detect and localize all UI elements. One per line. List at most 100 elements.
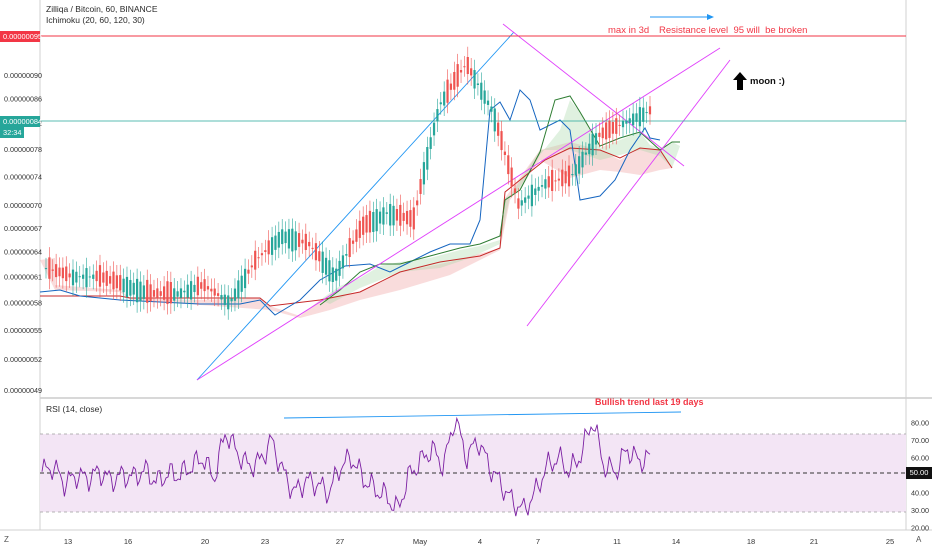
candle-body [483, 90, 486, 104]
time-tick-label: 18 [747, 537, 755, 546]
candle-body [173, 288, 176, 301]
candle-body [470, 68, 473, 76]
time-axis-labels: 13 16 20 23 27 May 4 7 11 14 18 21 25 [64, 537, 894, 546]
price-tick-label: 0.00000052 [4, 355, 42, 364]
candle-body [378, 211, 382, 224]
candle-body [591, 133, 594, 156]
candle-body [547, 176, 550, 188]
price-pane[interactable] [40, 0, 906, 397]
candle-body [210, 288, 213, 292]
candle-body [402, 212, 405, 221]
candle-body [95, 270, 98, 282]
candle-body [419, 179, 422, 194]
resistance-annotation[interactable]: Resistance level 95 will be broken [659, 25, 808, 36]
candle-body [449, 83, 453, 90]
candle-body [335, 268, 338, 281]
candle-body [544, 179, 547, 189]
candles [44, 46, 652, 320]
candle-body [392, 205, 395, 226]
candle-body [92, 274, 95, 279]
candle-body [345, 254, 348, 256]
candle-body [625, 120, 628, 124]
candle-body [264, 250, 267, 252]
candle-body [277, 231, 280, 248]
candle-body [368, 210, 372, 233]
rsi-title[interactable]: RSI (14, close) [46, 404, 103, 414]
candle-body [132, 282, 135, 295]
price-tick-label: 0.00000074 [4, 172, 42, 181]
candle-body [341, 255, 345, 269]
candle-body [567, 165, 571, 187]
candle-body [534, 188, 537, 195]
rsi-tick-label: 30.00 [911, 506, 929, 515]
candle-body [318, 251, 321, 262]
candle-body [44, 268, 48, 270]
trend-line-blue [196, 31, 515, 381]
candle-body [409, 210, 412, 227]
candle-body [85, 268, 88, 288]
candle-body [527, 195, 530, 199]
candle-body [466, 57, 469, 75]
tenkan-line [39, 89, 661, 316]
candle-body [429, 137, 432, 149]
candle-body [365, 215, 368, 233]
candle-body [439, 102, 442, 105]
candle-body [136, 278, 139, 303]
candle-body [311, 247, 314, 249]
price-tick-label: 0.00000078 [4, 145, 42, 154]
candle-body [186, 284, 189, 298]
candle-body [338, 260, 341, 276]
candle-body [372, 212, 375, 232]
candle-body [453, 71, 456, 90]
rsi-trend-annotation[interactable]: Bullish trend last 19 days [595, 397, 704, 407]
candle-body [611, 121, 614, 134]
moon-annotation[interactable]: moon :) [750, 76, 785, 87]
candle-body [574, 164, 577, 176]
candle-body [621, 120, 625, 128]
rsi-current-tag: 50.00 [906, 467, 932, 479]
candle-body [82, 274, 85, 279]
candle-body [581, 151, 584, 168]
auto-scale-button[interactable]: A [916, 535, 922, 544]
candle-body [385, 212, 388, 214]
candle-body [250, 265, 253, 268]
rsi-tick-label: 80.00 [911, 419, 929, 428]
timezone-marker[interactable]: Z [4, 535, 9, 544]
candle-body [507, 155, 510, 175]
candle-body [254, 250, 257, 270]
candle-body [618, 124, 621, 126]
candle-body [189, 281, 193, 300]
candle-body [628, 118, 631, 123]
time-tick-label: 16 [124, 537, 132, 546]
candle-body [436, 109, 439, 122]
candle-body [176, 291, 179, 297]
candle-body [51, 269, 54, 271]
countdown-tag: 32:34 [0, 127, 24, 138]
candle-body [584, 152, 587, 155]
candle-body [443, 91, 446, 106]
time-tick-label: 14 [672, 537, 680, 546]
arrow-head [707, 14, 714, 20]
max-annotation[interactable]: max in 3d [608, 25, 650, 36]
candle-body [109, 276, 112, 284]
indicator-legend[interactable]: Ichimoku (20, 60, 120, 30) [46, 15, 145, 25]
candle-body [129, 280, 132, 296]
candle-body [503, 151, 507, 155]
candle-body [321, 251, 324, 273]
candle-body [281, 229, 284, 245]
candle-body [554, 180, 557, 182]
kijun-line [40, 147, 673, 307]
candle-body [304, 233, 307, 250]
resistance-price-tag: 0.00000095 [0, 31, 42, 42]
candle-body [351, 240, 355, 244]
rsi-trend-line [283, 411, 682, 419]
rsi-tick-label: 20.00 [911, 524, 929, 533]
candle-body [537, 186, 540, 191]
candle-body [324, 257, 328, 275]
candle-body [328, 260, 331, 282]
candle-body [426, 147, 429, 170]
candle-body [564, 171, 567, 184]
candle-body [142, 285, 145, 299]
